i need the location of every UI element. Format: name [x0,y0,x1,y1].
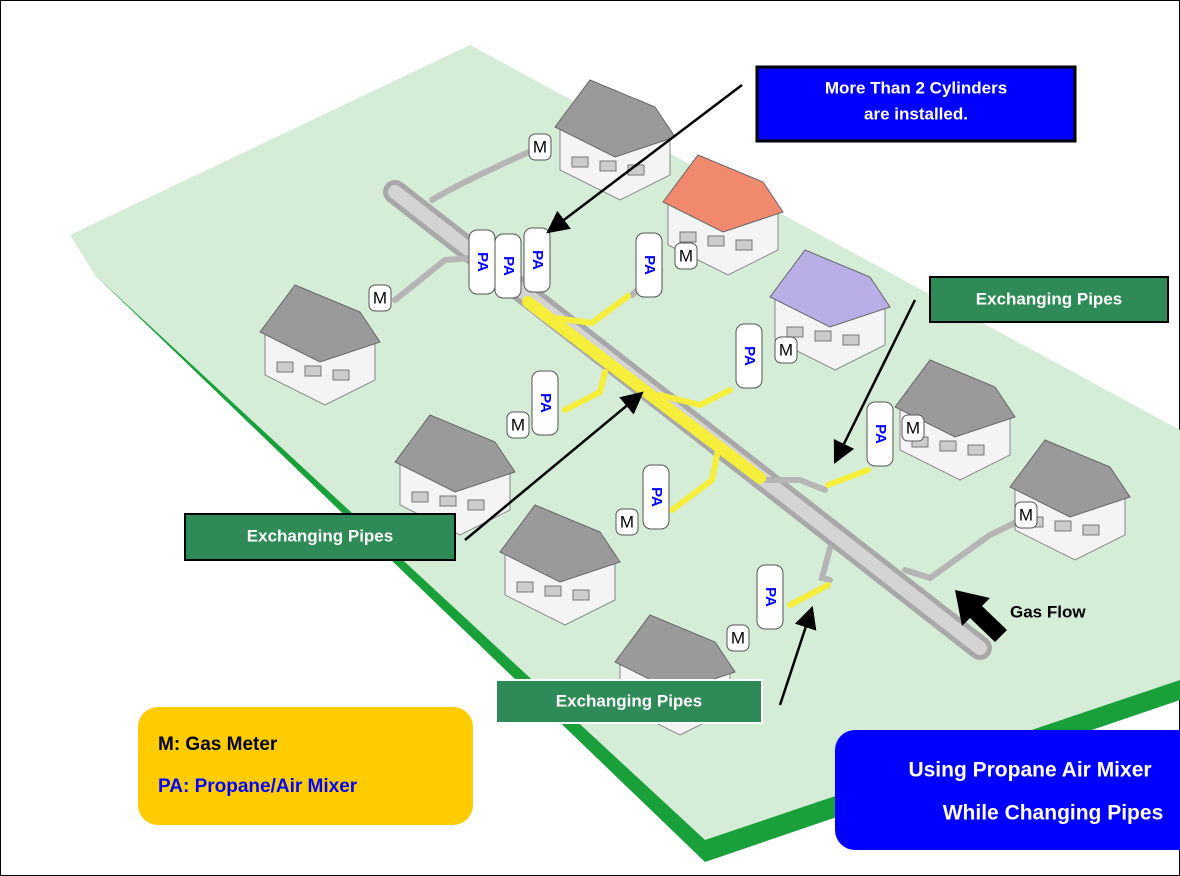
mixer-label: PA [641,255,658,275]
window [940,441,956,451]
window [333,370,349,380]
banner [835,730,1180,850]
window [545,586,561,596]
legend-meter: M: Gas Meter [158,734,278,755]
window [517,582,533,592]
meter-label: M [533,137,547,156]
meter-label: M [373,288,387,307]
mixer-label: PA [762,587,779,607]
window [736,240,752,250]
mixer-label: PA [872,424,889,444]
legend-mixer: PA: Propane/Air Mixer [158,776,358,797]
meter-label: M [779,340,793,359]
meter-label: M [906,418,920,437]
window [277,362,293,372]
mixer-label: PA [529,250,546,270]
legend [138,707,473,825]
window [843,335,859,345]
mixer-label: PA [648,487,665,507]
flow-label: Gas Flow [1010,602,1086,621]
meter-label: M [511,415,525,434]
window [680,232,696,242]
window [708,236,724,246]
exchange-label: Exchanging Pipes [556,691,702,710]
diagram: M M M M M M M M M PA PA PA PA PA PA PA PA PA Gas Flow Mor… [0,0,1180,876]
callout-line: More Than 2 Cylinders [825,78,1007,97]
mixer-label: PA [537,393,554,413]
exchange-label: Exchanging Pipes [976,289,1122,308]
window [412,492,428,502]
exchange-label: Exchanging Pipes [247,526,393,545]
window [1083,525,1099,535]
window [305,366,321,376]
window [440,496,456,506]
meter-label: M [620,512,634,531]
meter-label: M [1019,505,1033,524]
window [1055,521,1071,531]
banner-line: Using Propane Air Mixer [908,759,1151,782]
window [468,500,484,510]
window [572,157,588,167]
mixer-label: PA [474,252,491,272]
window [787,327,803,337]
window [573,590,589,600]
banner-line: While Changing Pipes [943,802,1164,825]
window [968,445,984,455]
meter-label: M [731,628,745,647]
mixer-label: PA [500,256,517,276]
meter-label: M [679,246,693,265]
window [815,331,831,341]
window [600,161,616,171]
mixer-label: PA [741,346,758,366]
callout-line: are installed. [864,104,968,123]
